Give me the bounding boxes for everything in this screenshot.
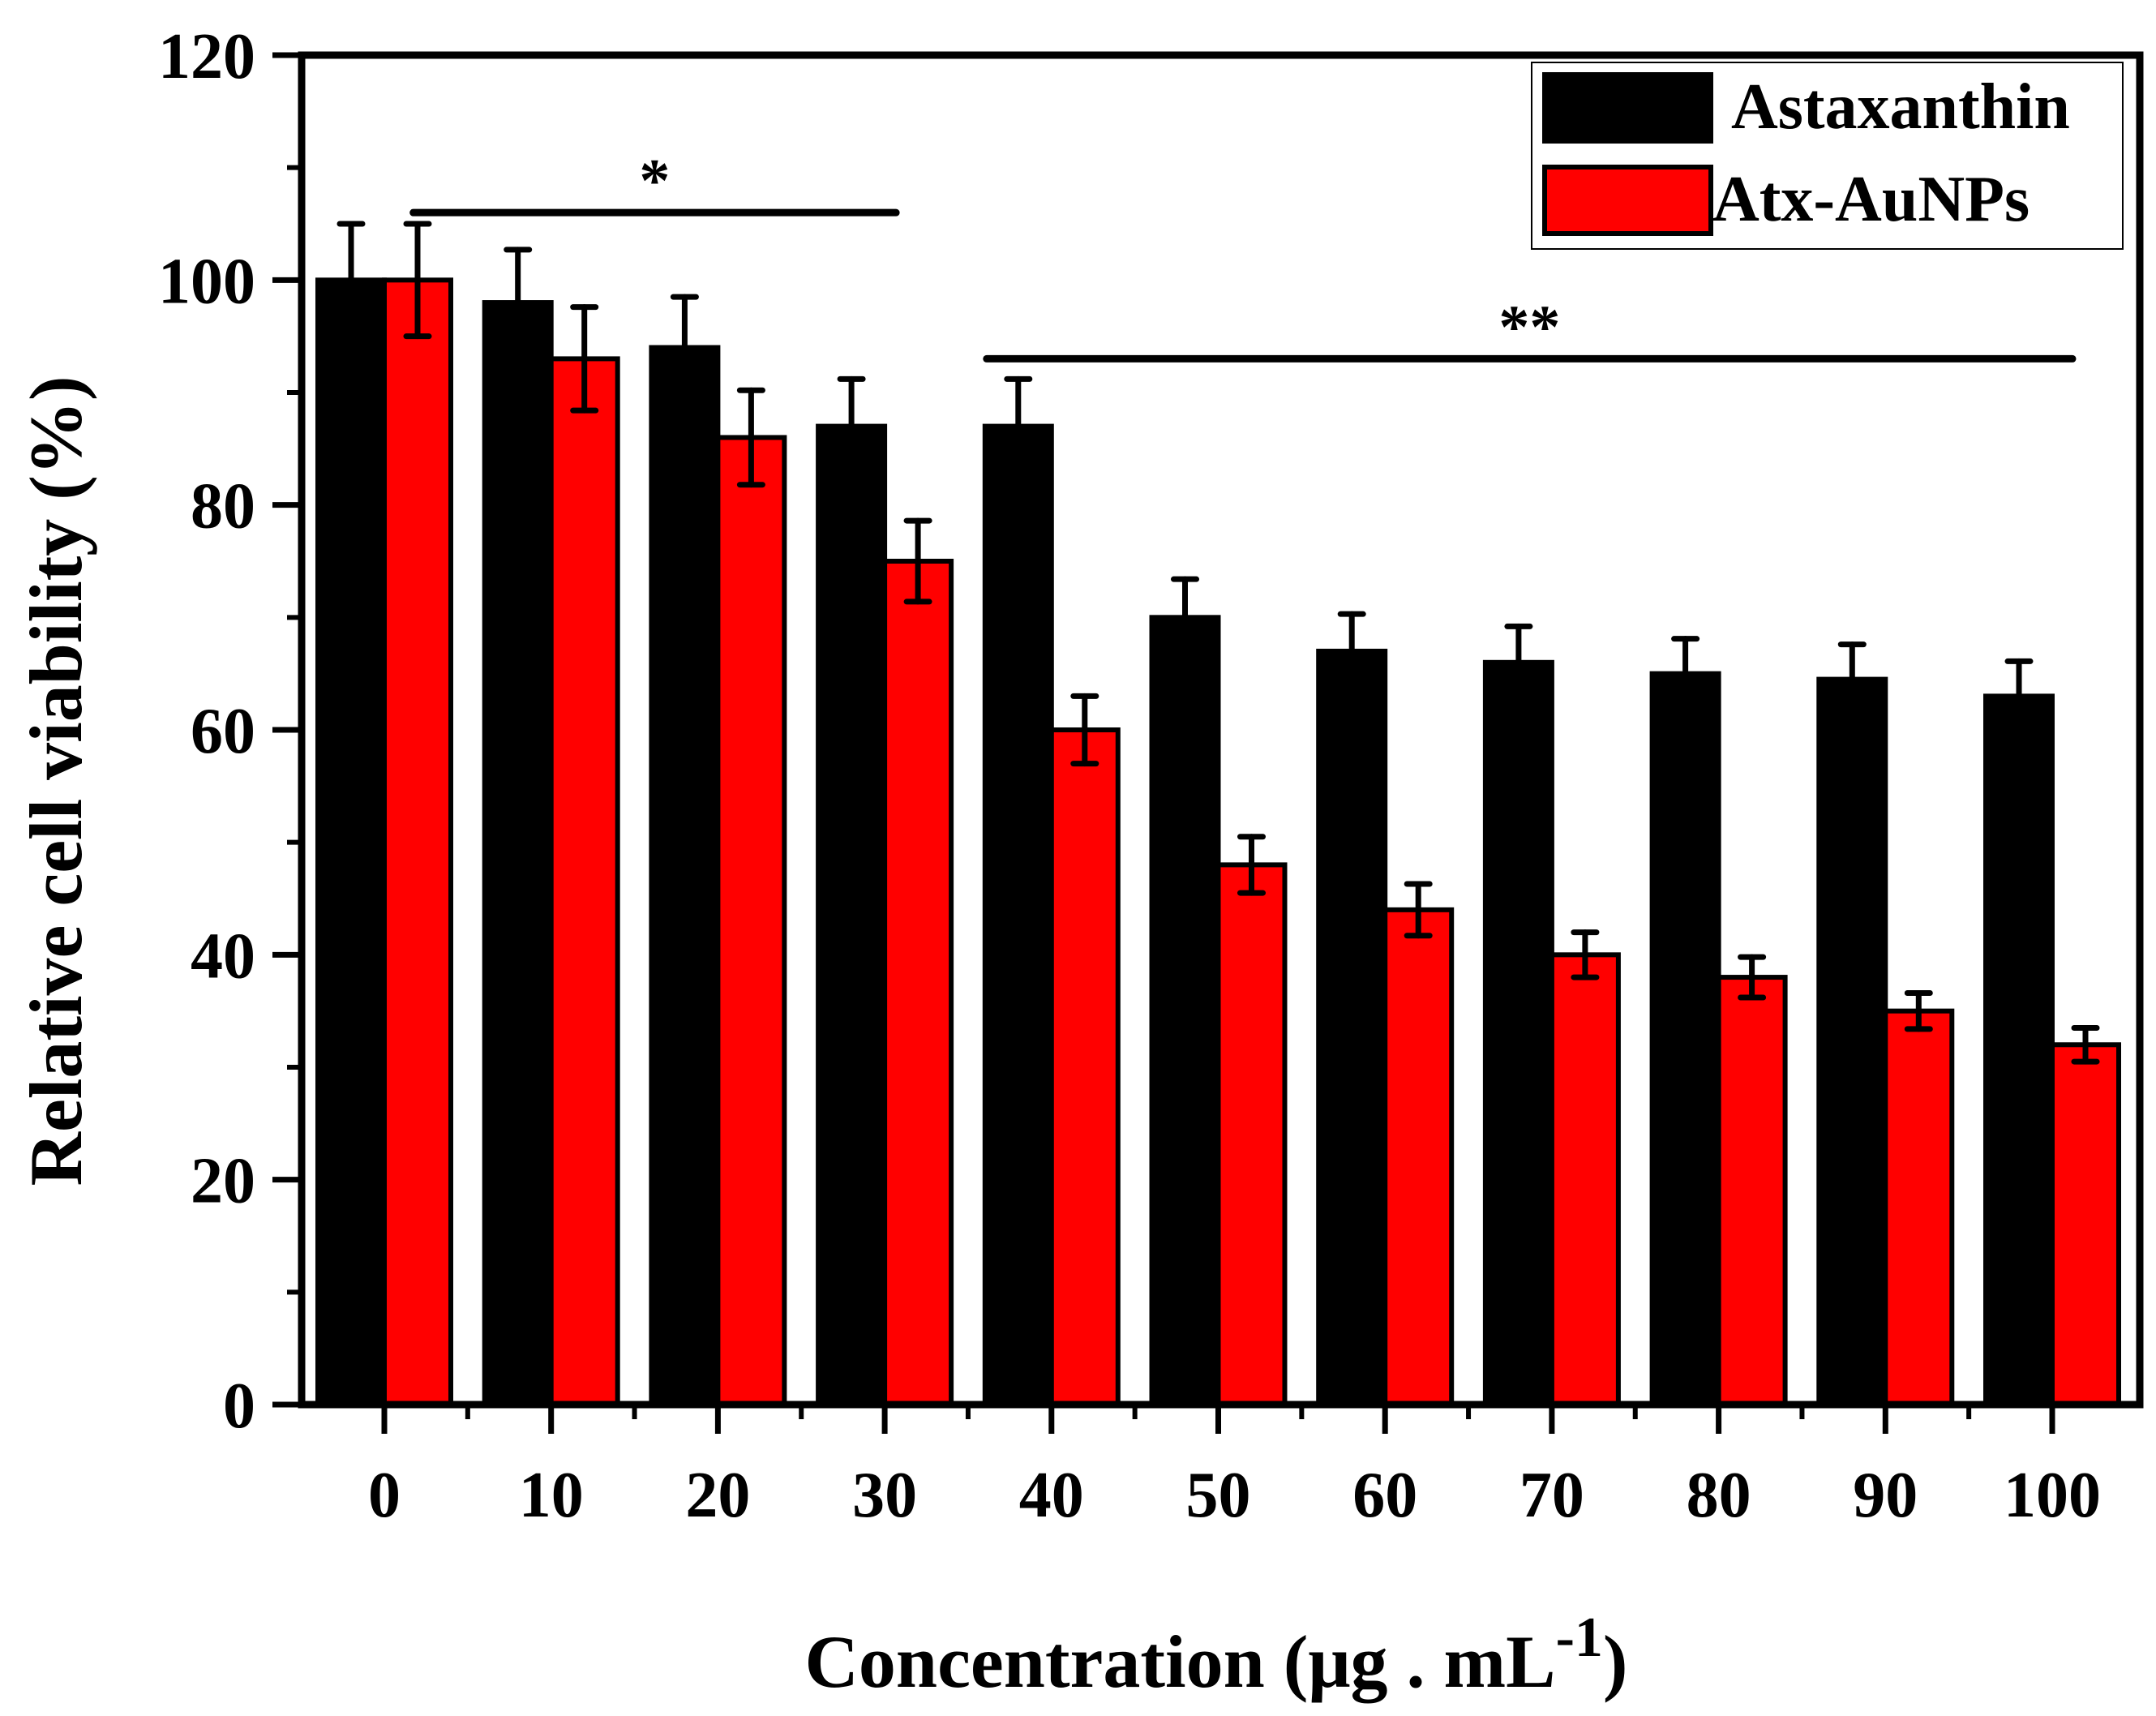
legend-label: Astaxanthin — [1731, 71, 2070, 143]
x-axis-title-main: Concentration (μg . mL — [804, 1620, 1555, 1703]
bar-astaxanthin-10 — [482, 300, 554, 1408]
x-tick-label: 70 — [1519, 1460, 1584, 1531]
x-tick-label: 30 — [852, 1460, 917, 1531]
bar-atx-aunps-30 — [882, 559, 954, 1407]
y-tick-label: 80 — [191, 471, 255, 543]
x-tick-label: 100 — [2004, 1460, 2101, 1531]
bar-astaxanthin-0 — [315, 277, 387, 1407]
bar-atx-aunps-10 — [548, 356, 620, 1407]
bar-astaxanthin-80 — [1649, 671, 1721, 1407]
x-axis-title: Concentration (μg . mL-1) — [804, 1607, 1627, 1703]
bar-astaxanthin-90 — [1816, 676, 1888, 1407]
legend-swatch — [1542, 165, 1713, 236]
x-tick-label: 50 — [1186, 1460, 1251, 1531]
y-tick-label: 40 — [191, 920, 255, 992]
bar-astaxanthin-40 — [982, 423, 1054, 1407]
legend-label: Atx-AuNPs — [1712, 164, 2030, 235]
x-tick-label: 0 — [368, 1460, 401, 1531]
error-bar — [670, 294, 699, 351]
error-bar — [1237, 834, 1266, 896]
bar-atx-aunps-90 — [1883, 1008, 1955, 1407]
error-bar — [2071, 1024, 2100, 1065]
bar-astaxanthin-30 — [816, 423, 888, 1407]
bar-atx-aunps-60 — [1382, 907, 1455, 1408]
y-axis-title: Relative cell viability (%) — [15, 376, 97, 1186]
x-tick-label: 80 — [1687, 1460, 1751, 1531]
error-bar — [1671, 636, 1700, 677]
significance-marker: ** — [1498, 293, 1560, 361]
error-bar — [1171, 576, 1199, 620]
bar-astaxanthin-20 — [649, 345, 721, 1407]
x-tick-label: 40 — [1019, 1460, 1084, 1531]
bar-atx-aunps-50 — [1215, 862, 1288, 1407]
error-bar — [2004, 658, 2034, 699]
y-tick-label: 20 — [191, 1146, 255, 1217]
error-bar — [1004, 375, 1033, 430]
error-bar — [1070, 693, 1099, 767]
error-bar — [1571, 929, 1600, 980]
x-axis-title-close: ) — [1603, 1620, 1628, 1703]
error-bar — [1738, 954, 1767, 1001]
error-bar — [504, 247, 533, 306]
error-bar — [1904, 989, 1933, 1032]
error-bar — [403, 221, 432, 340]
error-bar — [1837, 641, 1867, 683]
bar-atx-aunps-0 — [382, 277, 453, 1407]
legend: Astaxanthin Atx-AuNPs — [1531, 62, 2124, 250]
bar-atx-aunps-40 — [1048, 727, 1121, 1407]
bar-astaxanthin-100 — [1983, 693, 2055, 1407]
error-bar — [1337, 611, 1366, 654]
y-tick-label: 60 — [191, 696, 255, 767]
significance-marker: * — [639, 147, 670, 215]
y-tick-label: 100 — [158, 246, 255, 317]
error-bar — [903, 517, 932, 605]
bar-atx-aunps-80 — [1716, 975, 1788, 1407]
bar-astaxanthin-50 — [1149, 615, 1221, 1407]
legend-swatch — [1542, 72, 1713, 144]
x-tick-label: 20 — [685, 1460, 750, 1531]
error-bar — [837, 375, 866, 430]
bar-atx-aunps-70 — [1549, 952, 1621, 1408]
x-tick-label: 10 — [519, 1460, 584, 1531]
bar-atx-aunps-100 — [2050, 1042, 2121, 1408]
x-axis-title-superscript: -1 — [1556, 1607, 1603, 1669]
error-bar — [1404, 881, 1433, 939]
y-tick-label: 120 — [158, 21, 255, 92]
error-bar — [336, 221, 366, 283]
bar-astaxanthin-70 — [1482, 659, 1554, 1407]
error-bar — [570, 304, 599, 414]
y-tick-label: 0 — [223, 1371, 255, 1442]
x-tick-label: 90 — [1853, 1460, 1918, 1531]
error-bar — [736, 387, 765, 488]
error-bar — [1504, 623, 1533, 666]
bar-astaxanthin-60 — [1316, 648, 1388, 1407]
bar-atx-aunps-20 — [715, 435, 787, 1407]
x-tick-label: 60 — [1352, 1460, 1417, 1531]
